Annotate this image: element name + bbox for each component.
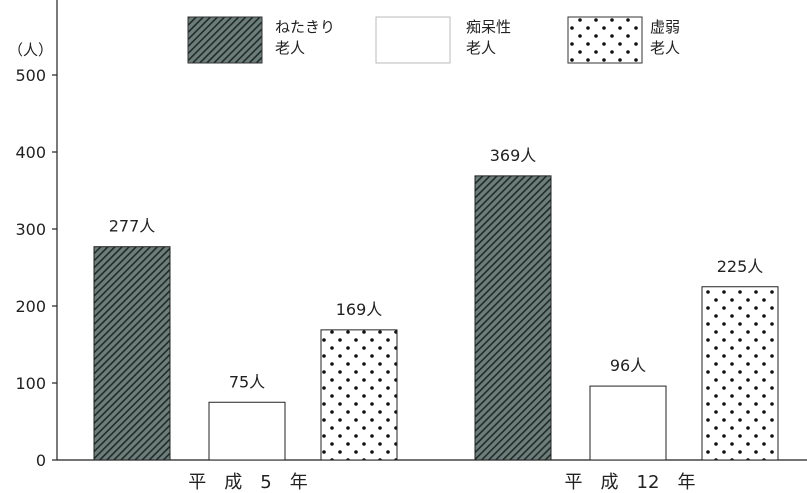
category-label: 平 成 5 年	[188, 472, 307, 493]
bar-value-label: 75人	[229, 372, 265, 391]
bar	[701, 286, 779, 461]
y-tick-label: 500	[15, 66, 46, 85]
y-tick-label: 300	[15, 220, 46, 239]
bar	[208, 401, 286, 461]
bar-value-label: 96人	[610, 356, 646, 375]
category-labels: 平 成 5 年 平 成 12 年	[188, 472, 695, 493]
y-axis-ticks: 0 100 200 300 400 500	[15, 66, 57, 470]
bar-value-label: 169人	[336, 300, 383, 319]
y-axis-unit-label: （人）	[8, 41, 53, 59]
legend-label: 痴呆性	[466, 18, 511, 36]
y-tick-label: 400	[15, 143, 46, 162]
value-labels: 277人 369人 75人 96人 169人 225人	[109, 146, 764, 391]
legend-label: ねたきり	[275, 18, 335, 36]
bar-value-label: 369人	[490, 146, 537, 165]
legend-swatch	[375, 16, 451, 64]
legend-label: 老人	[650, 39, 680, 57]
bar-value-label: 225人	[717, 257, 764, 276]
y-tick-label: 0	[36, 451, 46, 470]
legend-label: 虚弱	[650, 18, 680, 36]
bar	[474, 175, 552, 461]
bar	[589, 385, 667, 461]
legend-label: 老人	[466, 39, 496, 57]
bars	[93, 175, 779, 461]
legend-label: 老人	[275, 39, 305, 57]
category-label: 平 成 12 年	[565, 472, 696, 493]
bar	[320, 329, 398, 461]
legend-swatch	[567, 16, 643, 64]
legend-swatch	[187, 16, 263, 64]
y-tick-label: 200	[15, 297, 46, 316]
bar-value-label: 277人	[109, 217, 156, 236]
y-tick-label: 100	[15, 374, 46, 393]
bar	[93, 246, 171, 461]
